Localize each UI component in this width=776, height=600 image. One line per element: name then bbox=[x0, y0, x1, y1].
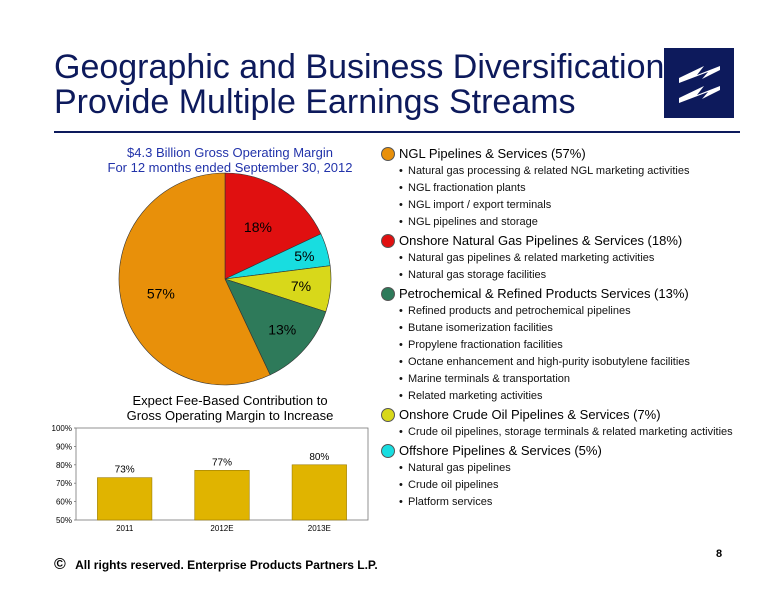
legend-bullet-item: Natural gas processing & related NGL mar… bbox=[381, 163, 741, 180]
legend-category-label: Onshore Natural Gas Pipelines & Services… bbox=[399, 233, 683, 248]
pie-chart: 18% 5% 7% 13% 57% bbox=[118, 172, 332, 386]
bar bbox=[291, 464, 347, 521]
bar-chart-caption: Expect Fee-Based Contribution to Gross O… bbox=[90, 393, 370, 423]
y-tick-label: 90% bbox=[56, 442, 72, 451]
x-tick-label: 2012E bbox=[210, 524, 233, 533]
pie-slice bbox=[224, 172, 322, 280]
pie-slice-label: 18% bbox=[244, 219, 272, 235]
footer-text: All rights reserved. Enterprise Products… bbox=[75, 558, 378, 572]
page-number: 8 bbox=[716, 548, 723, 560]
pie-caption-line-1: $4.3 Billion Gross Operating Margin bbox=[127, 145, 333, 160]
slide-title-line-1: Geographic and Business Diversification bbox=[54, 48, 665, 86]
pie-slice-label: 13% bbox=[268, 321, 296, 337]
bar-chart: 50% 60% 70% 80% 90% 100% 73% 2011 77% 2012E 80% 201… bbox=[52, 424, 369, 533]
legend-color-icon bbox=[381, 146, 395, 161]
pie-slice-label: 5% bbox=[294, 248, 314, 264]
legend-bullet-item: Related marketing activities bbox=[381, 388, 741, 405]
legend-bullet-item: Natural gas pipelines & related marketin… bbox=[381, 250, 741, 267]
slide-title-line-2: Provide Multiple Earnings Streams bbox=[54, 83, 576, 121]
legend-category: Offshore Pipelines & Services (5%) bbox=[381, 441, 741, 460]
legend-category: NGL Pipelines & Services (57%) bbox=[381, 144, 741, 163]
legend-color-icon bbox=[381, 443, 395, 458]
footer: © All rights reserved. Enterprise Produc… bbox=[54, 556, 378, 574]
title-divider bbox=[54, 131, 740, 133]
pie-slice bbox=[224, 278, 327, 376]
bar-caption-line-1: Expect Fee-Based Contribution to bbox=[132, 393, 328, 408]
legend-bullet-item: Natural gas pipelines bbox=[381, 460, 741, 477]
y-tick-label: 70% bbox=[56, 479, 72, 488]
bar-value-label: 73% bbox=[115, 465, 135, 476]
legend-bullet-item: Marine terminals & transportation bbox=[381, 371, 741, 388]
y-tick-label: 80% bbox=[56, 461, 72, 470]
pie-slice bbox=[118, 172, 271, 386]
bar-caption-line-2: Gross Operating Margin to Increase bbox=[126, 408, 334, 423]
legend-bullet-item: Platform services bbox=[381, 494, 741, 511]
legend-bullet-item: Propylene fractionation facilities bbox=[381, 337, 741, 354]
bar bbox=[97, 477, 153, 521]
legend-category: Petrochemical & Refined Products Service… bbox=[381, 284, 741, 303]
legend-bullet-item: Butane isomerization facilities bbox=[381, 320, 741, 337]
slide-title: Geographic and Business Diversification … bbox=[54, 50, 664, 120]
copyright-icon: © bbox=[54, 556, 66, 573]
x-tick-label: 2011 bbox=[116, 524, 134, 533]
legend-bullet-item: Crude oil pipelines bbox=[381, 477, 741, 494]
legend-bullet-item: NGL fractionation plants bbox=[381, 180, 741, 197]
y-tick-label: 50% bbox=[56, 516, 72, 525]
legend-bullet-item: Refined products and petrochemical pipel… bbox=[381, 303, 741, 320]
legend-bullet-item: NGL import / export terminals bbox=[381, 197, 741, 214]
legend-category: Onshore Crude Oil Pipelines & Services (… bbox=[381, 405, 741, 424]
bar-value-label: 77% bbox=[212, 457, 232, 468]
legend-color-icon bbox=[381, 233, 395, 248]
legend-category-label: Onshore Crude Oil Pipelines & Services (… bbox=[399, 407, 661, 422]
legend-color-icon bbox=[381, 407, 395, 422]
lightning-logo-icon bbox=[679, 66, 720, 103]
segment-legend: NGL Pipelines & Services (57%) Natural ga… bbox=[381, 144, 741, 511]
legend-category-label: Petrochemical & Refined Products Service… bbox=[399, 286, 689, 301]
legend-category: Onshore Natural Gas Pipelines & Services… bbox=[381, 231, 741, 250]
y-tick-label: 60% bbox=[56, 498, 72, 507]
bar-value-label: 80% bbox=[309, 452, 329, 463]
legend-category-label: NGL Pipelines & Services (57%) bbox=[399, 146, 586, 161]
pie-slice-label: 7% bbox=[291, 278, 311, 294]
pie-caption-line-2: For 12 months ended September 30, 2012 bbox=[107, 160, 353, 175]
x-tick-label: 2013E bbox=[308, 524, 331, 533]
legend-color-icon bbox=[381, 286, 395, 301]
y-tick-label: 100% bbox=[52, 424, 72, 433]
pie-slice-label: 57% bbox=[147, 285, 175, 301]
pie-caption: $4.3 Billion Gross Operating Margin For … bbox=[80, 145, 380, 175]
bar bbox=[194, 470, 250, 521]
legend-bullet-item: Octane enhancement and high-purity isobu… bbox=[381, 354, 741, 371]
legend-bullet-item: NGL pipelines and storage bbox=[381, 214, 741, 231]
legend-bullet-item: Natural gas storage facilities bbox=[381, 267, 741, 284]
company-logo bbox=[664, 48, 734, 118]
legend-bullet-item: Crude oil pipelines, storage terminals &… bbox=[381, 424, 741, 441]
legend-category-label: Offshore Pipelines & Services (5%) bbox=[399, 443, 602, 458]
